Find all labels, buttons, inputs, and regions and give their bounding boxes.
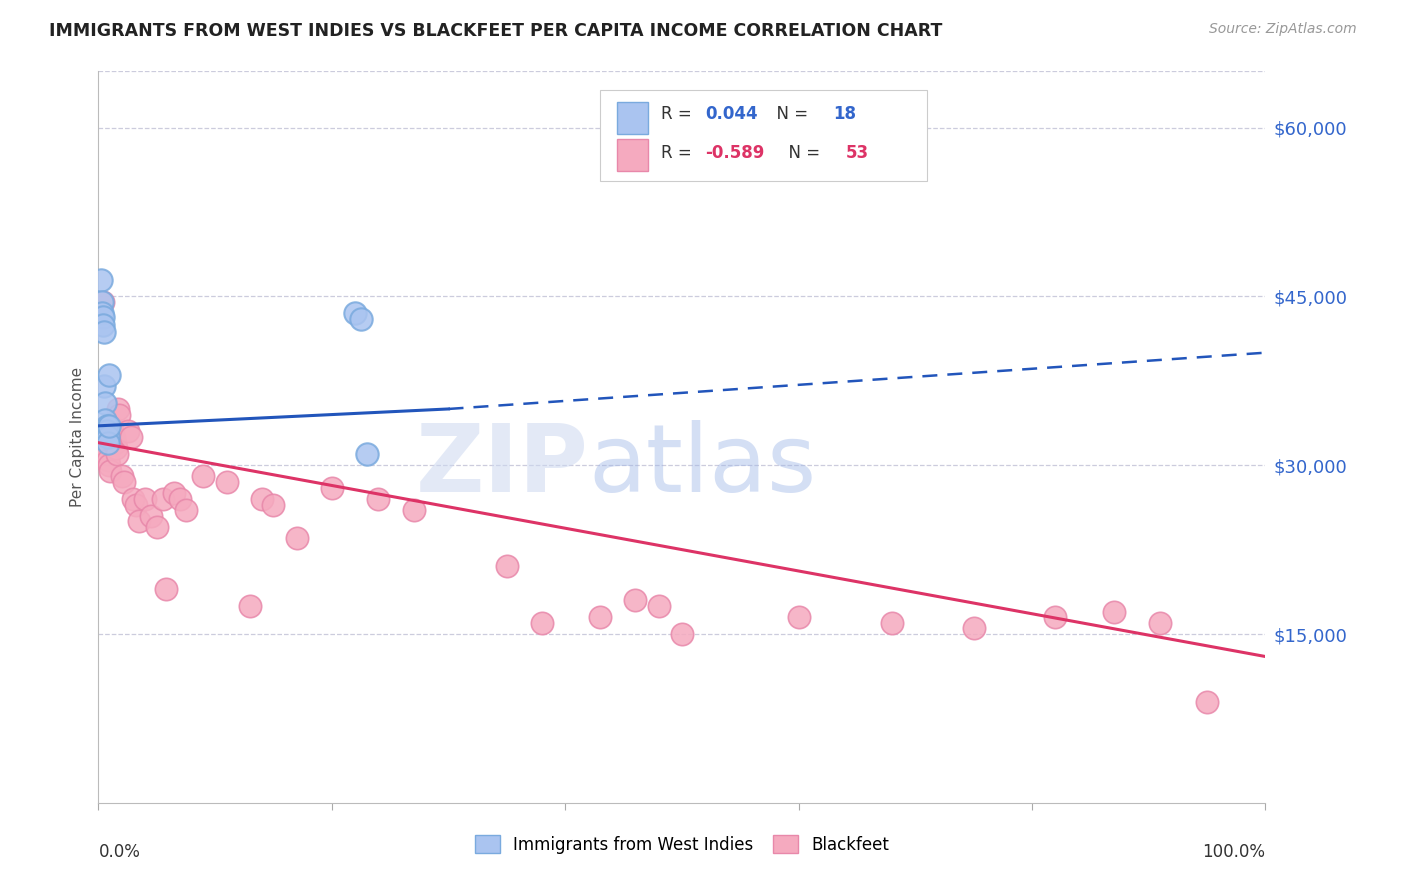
Point [93,379,115,393]
Point [97,435,120,450]
Point [356,447,378,461]
Point [122,491,145,506]
Point [104,435,127,450]
Point [104,442,127,456]
Point [134,491,156,506]
Text: 100.0%: 100.0% [1202,843,1265,861]
Point [350,312,373,326]
Point [146,520,169,534]
Text: 0.0%: 0.0% [98,843,141,861]
Point [647,599,669,613]
Point [90,295,112,310]
Point [152,491,174,506]
Point [112,475,135,489]
Point [285,532,308,546]
Point [321,481,343,495]
Point [787,610,810,624]
Point [139,508,162,523]
Text: 18: 18 [834,104,856,123]
Point [105,447,128,461]
Point [90,272,112,286]
Point [624,593,647,607]
Point [103,430,125,444]
Point [93,326,115,340]
Point [108,408,131,422]
Text: Source: ZipAtlas.com: Source: ZipAtlas.com [1209,22,1357,37]
Point [94,396,117,410]
Point [96,447,118,461]
Point [117,425,139,439]
Point [96,425,118,439]
Point [880,615,903,630]
Point [589,610,612,624]
Point [94,413,117,427]
Point [107,401,129,416]
Point [93,435,115,450]
Point [91,318,114,332]
Point [94,442,117,456]
Text: ZIP: ZIP [416,420,589,512]
Point [239,599,262,613]
Point [101,425,124,439]
Point [155,582,177,596]
Point [100,418,122,433]
Point [496,559,519,574]
Text: 0.044: 0.044 [706,104,758,123]
Point [91,295,114,310]
Point [215,475,238,489]
Text: R =: R = [661,104,697,123]
Point [97,418,120,433]
Point [174,503,197,517]
Point [262,498,284,512]
Point [1195,694,1218,708]
FancyBboxPatch shape [600,90,927,181]
Point [250,491,273,506]
Point [1149,615,1171,630]
Point [91,310,114,324]
Point [163,486,186,500]
FancyBboxPatch shape [617,138,648,171]
Text: atlas: atlas [589,420,817,512]
Point [344,306,367,320]
Point [1045,610,1067,624]
Point [1102,605,1125,619]
Y-axis label: Per Capita Income: Per Capita Income [70,367,86,508]
Text: N =: N = [778,145,825,162]
Text: N =: N = [766,104,813,123]
Point [367,491,389,506]
Point [97,430,120,444]
Point [97,452,120,467]
Point [962,621,984,635]
Point [120,430,142,444]
Point [98,464,121,478]
Point [90,306,112,320]
Point [125,498,148,512]
Point [90,425,112,439]
Point [111,469,134,483]
Point [97,458,120,473]
Text: -0.589: -0.589 [706,145,765,162]
Point [97,368,120,383]
Point [530,615,553,630]
Point [671,627,693,641]
Point [402,503,425,517]
Point [128,515,150,529]
Text: 53: 53 [845,145,869,162]
FancyBboxPatch shape [617,102,648,135]
Point [193,469,215,483]
Text: R =: R = [661,145,697,162]
Legend: Immigrants from West Indies, Blackfeet: Immigrants from West Indies, Blackfeet [468,829,896,860]
Point [169,491,191,506]
Point [96,418,118,433]
Text: IMMIGRANTS FROM WEST INDIES VS BLACKFEET PER CAPITA INCOME CORRELATION CHART: IMMIGRANTS FROM WEST INDIES VS BLACKFEET… [49,22,942,40]
